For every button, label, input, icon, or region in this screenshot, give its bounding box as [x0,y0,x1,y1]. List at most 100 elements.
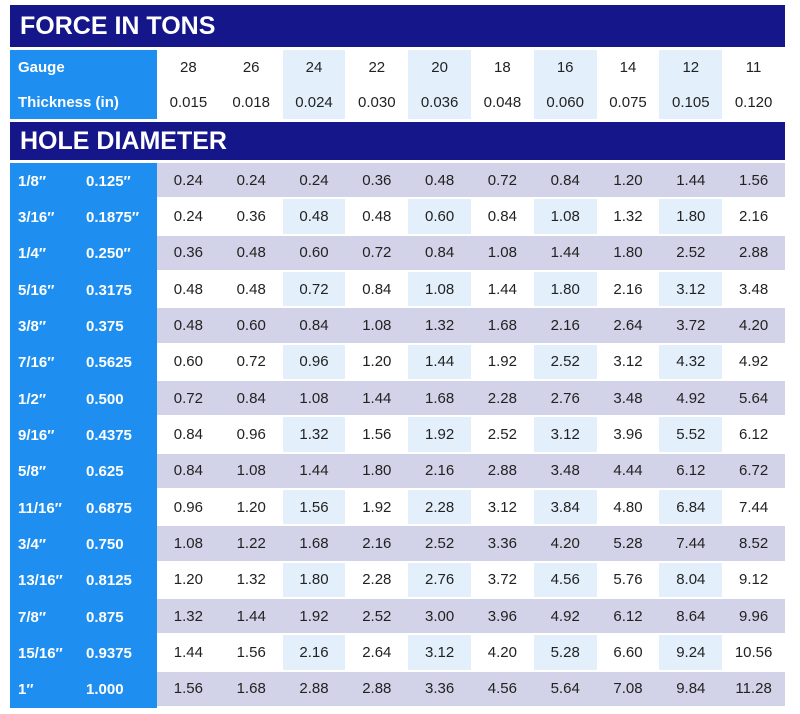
value-cell: 1.44 [282,453,346,488]
value-cell: 1.08 [345,308,409,343]
value-cell: 9.84 [659,671,723,706]
value-cell: 2.28 [471,381,534,416]
value-cell: 5.52 [659,417,723,452]
value-cell: 1.80 [596,235,660,270]
value-cell: 0.72 [157,381,220,416]
value-cell: 3.72 [471,562,534,597]
value-cell: 1.92 [345,490,409,525]
value-cell: 1.92 [408,417,471,452]
value-cell: 0.60 [282,235,346,270]
value-cell: 0.84 [157,417,220,452]
header-cell: 0.015 [157,85,220,119]
header-cell: 18 [471,50,534,85]
row-fraction: 7/16″ [18,354,55,372]
value-cell: 0.48 [219,272,283,307]
value-cell: 0.84 [408,235,471,270]
value-cell: 1.32 [282,417,346,452]
row-fraction: 1/2″ [18,390,47,408]
row-fraction: 3/16″ [18,208,55,226]
header-cell: 14 [596,50,660,85]
value-cell: 7.44 [722,490,785,525]
value-cell: 0.48 [345,199,409,234]
header-cell: 28 [157,50,220,85]
header-cell: 0.036 [408,85,471,119]
row-fraction: 3/8″ [18,317,47,335]
value-cell: 5.76 [596,562,660,597]
value-cell: 3.48 [596,381,660,416]
value-cell: 1.32 [596,199,660,234]
value-cell: 2.52 [408,526,471,561]
value-cell: 5.64 [533,671,597,706]
value-cell: 0.48 [219,235,283,270]
value-cell: 2.88 [282,671,346,706]
value-cell: 2.52 [659,235,723,270]
header-cell: 0.060 [533,85,597,119]
value-cell: 2.16 [533,308,597,343]
value-cell: 0.84 [533,163,597,198]
value-cell: 3.72 [659,308,723,343]
row-fraction: 7/8″ [18,608,47,626]
value-cell: 1.44 [659,163,723,198]
value-cell: 1.08 [157,526,220,561]
value-cell: 6.72 [722,453,785,488]
value-cell: 3.00 [408,599,471,634]
value-cell: 3.96 [471,599,534,634]
value-cell: 1.20 [157,562,220,597]
value-cell: 4.92 [659,381,723,416]
value-cell: 2.16 [596,272,660,307]
value-cell: 4.92 [722,344,785,379]
value-cell: 2.28 [345,562,409,597]
header-cell: 12 [659,50,723,85]
value-cell: 1.44 [471,272,534,307]
row-decimal: 0.125″ [86,172,131,190]
value-cell: 5.28 [596,526,660,561]
header-cell: 0.024 [282,85,346,119]
value-cell: 0.84 [157,453,220,488]
value-cell: 0.60 [219,308,283,343]
value-cell: 6.12 [722,417,785,452]
value-cell: 3.96 [596,417,660,452]
value-cell: 0.36 [345,163,409,198]
value-cell: 3.36 [408,671,471,706]
row-label-bg [10,163,157,708]
value-cell: 4.56 [533,562,597,597]
value-cell: 1.44 [533,235,597,270]
value-cell: 1.22 [219,526,283,561]
value-cell: 1.44 [219,599,283,634]
value-cell: 8.04 [659,562,723,597]
value-cell: 1.92 [282,599,346,634]
value-cell: 8.52 [722,526,785,561]
value-cell: 3.36 [471,526,534,561]
value-cell: 3.48 [722,272,785,307]
value-cell: 2.88 [471,453,534,488]
value-cell: 0.72 [282,272,346,307]
value-cell: 0.96 [282,344,346,379]
value-cell: 1.20 [596,163,660,198]
value-cell: 4.44 [596,453,660,488]
value-cell: 1.56 [722,163,785,198]
value-cell: 8.64 [659,599,723,634]
value-cell: 10.56 [722,635,785,670]
value-cell: 1.68 [471,308,534,343]
header-cell: 11 [722,50,785,85]
value-cell: 2.52 [471,417,534,452]
title: FORCE IN TONS [10,5,785,47]
value-cell: 3.12 [408,635,471,670]
header-cell: 0.105 [659,85,723,119]
value-cell: 4.20 [722,308,785,343]
value-cell: 4.32 [659,344,723,379]
value-cell: 0.48 [282,199,346,234]
row-decimal: 0.375 [86,317,124,335]
value-cell: 1.44 [408,344,471,379]
value-cell: 2.52 [345,599,409,634]
value-cell: 4.56 [471,671,534,706]
value-cell: 1.68 [282,526,346,561]
value-cell: 1.32 [219,562,283,597]
row-decimal: 0.6875 [86,499,132,517]
row-decimal: 0.9375 [86,644,132,662]
header-label-bg [10,50,157,119]
value-cell: 2.88 [345,671,409,706]
row-decimal: 0.750 [86,535,124,553]
value-cell: 4.92 [533,599,597,634]
